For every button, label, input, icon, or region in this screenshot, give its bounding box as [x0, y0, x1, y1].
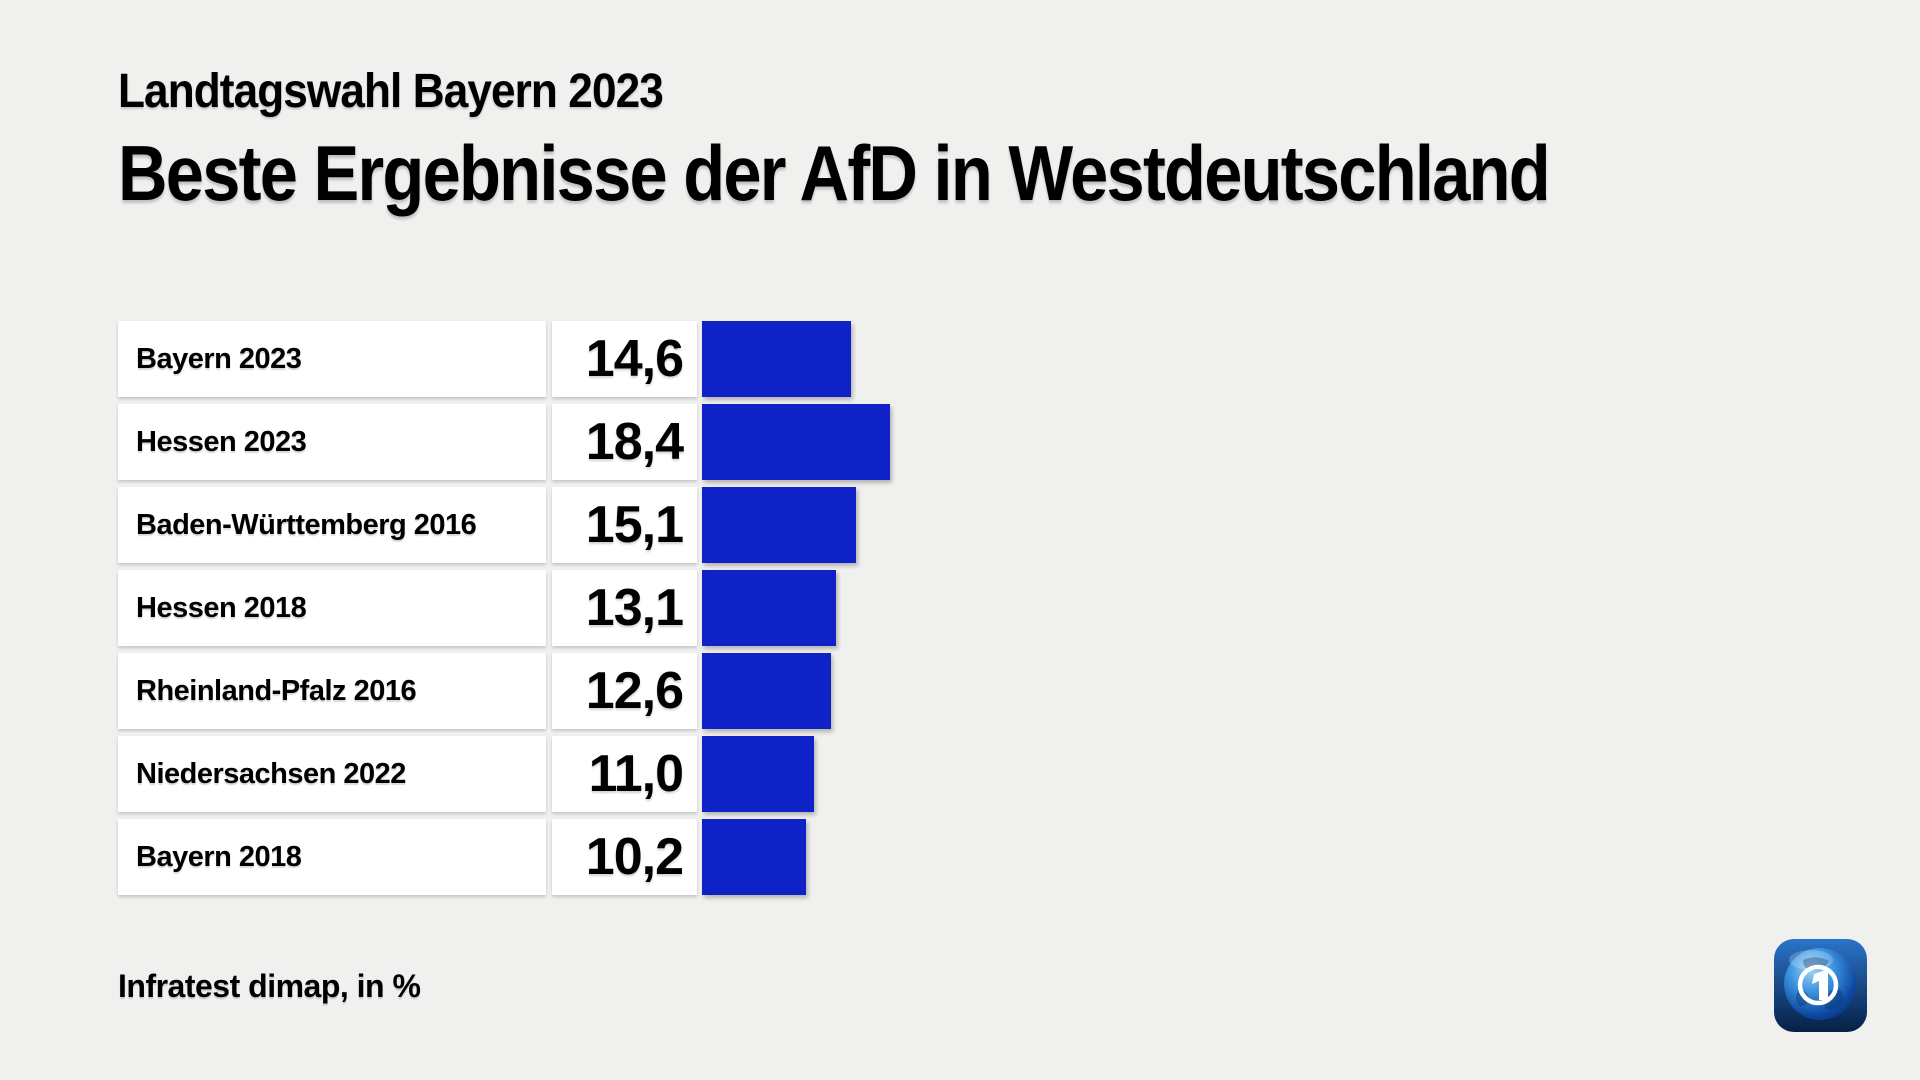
- category-label: Bayern 2023: [118, 321, 546, 397]
- bar: [702, 570, 836, 646]
- category-label: Hessen 2023: [118, 404, 546, 480]
- chart-title: Beste Ergebnisse der AfD in Westdeutschl…: [118, 129, 1551, 217]
- chart-row: Hessen 2023 18,4: [118, 404, 890, 480]
- bar: [702, 736, 815, 812]
- category-label: Hessen 2018: [118, 570, 546, 646]
- value-label: 11,0: [552, 736, 697, 812]
- ard-logo: [1773, 938, 1868, 1033]
- source-note: Infratest dimap, in %: [118, 968, 421, 1004]
- bar: [702, 321, 851, 397]
- value-label: 13,1: [552, 570, 697, 646]
- value-label: 14,6: [552, 321, 697, 397]
- bar: [702, 653, 831, 729]
- value-label: 10,2: [552, 819, 697, 895]
- bar-chart: Bayern 2023 14,6 Hessen 2023 18,4 Baden-…: [118, 321, 890, 902]
- bar: [702, 487, 857, 563]
- category-label: Baden-Württemberg 2016: [118, 487, 546, 563]
- category-label: Rheinland-Pfalz 2016: [118, 653, 546, 729]
- chart-row: Rheinland-Pfalz 2016 12,6: [118, 653, 890, 729]
- value-label: 12,6: [552, 653, 697, 729]
- bar: [702, 819, 807, 895]
- chart-row: Baden-Württemberg 2016 15,1: [118, 487, 890, 563]
- value-label: 18,4: [552, 404, 697, 480]
- category-label: Bayern 2018: [118, 819, 546, 895]
- chart-row: Hessen 2018 13,1: [118, 570, 890, 646]
- category-label: Niedersachsen 2022: [118, 736, 546, 812]
- chart-row: Niedersachsen 2022 11,0: [118, 736, 890, 812]
- value-label: 15,1: [552, 487, 697, 563]
- chart-row: Bayern 2018 10,2: [118, 819, 890, 895]
- bar: [702, 404, 890, 480]
- chart-kicker: Landtagswahl Bayern 2023: [118, 65, 664, 118]
- ard-globe-icon: [1774, 939, 1867, 1032]
- chart-row: Bayern 2023 14,6: [118, 321, 890, 397]
